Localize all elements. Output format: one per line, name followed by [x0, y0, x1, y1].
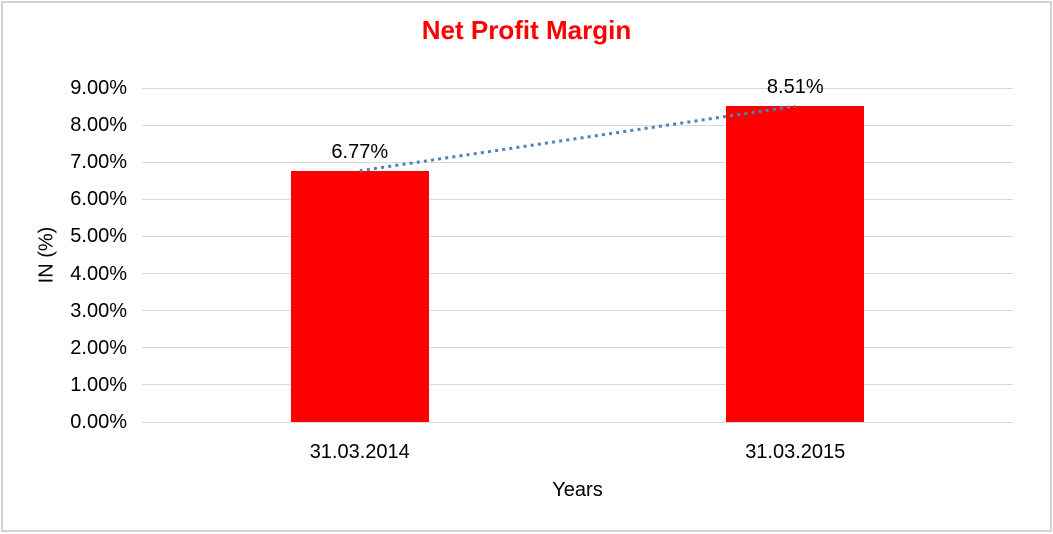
y-tick-label: 5.00% [70, 225, 127, 248]
plot-area [142, 87, 1013, 423]
x-tick-label: 31.03.2014 [309, 441, 410, 463]
gridline [142, 198, 1013, 200]
y-tick-label: 0.00% [70, 411, 127, 433]
gridline [142, 347, 1013, 349]
gridline [142, 310, 1013, 312]
gridline [142, 161, 1013, 163]
bar-value-label: 6.77% [331, 140, 389, 163]
gridline [142, 384, 1013, 386]
y-tick-label: 1.00% [70, 373, 127, 396]
bar-31.03.2015 [726, 106, 865, 422]
gridline [142, 273, 1013, 275]
y-tick-label: 2.00% [70, 336, 127, 359]
gridline [142, 421, 1013, 423]
bar-value-label: 8.51% [766, 76, 824, 99]
gridline [142, 235, 1013, 237]
y-tick-label: 9.00% [70, 77, 127, 99]
y-tick-label: 8.00% [70, 114, 127, 137]
y-tick-label: 3.00% [70, 299, 127, 322]
bar-31.03.2014 [290, 170, 429, 422]
y-tick-label: 6.00% [70, 188, 127, 211]
x-axis-title: Years [552, 479, 603, 501]
chart-title: Net Profit Margin [421, 15, 632, 45]
gridline [142, 87, 1013, 89]
y-tick-label: 4.00% [70, 262, 127, 285]
y-tick-label: 7.00% [70, 151, 127, 174]
x-tick-label: 31.03.2015 [745, 441, 846, 463]
gridline [142, 124, 1013, 126]
trendline-icon [359, 104, 796, 173]
